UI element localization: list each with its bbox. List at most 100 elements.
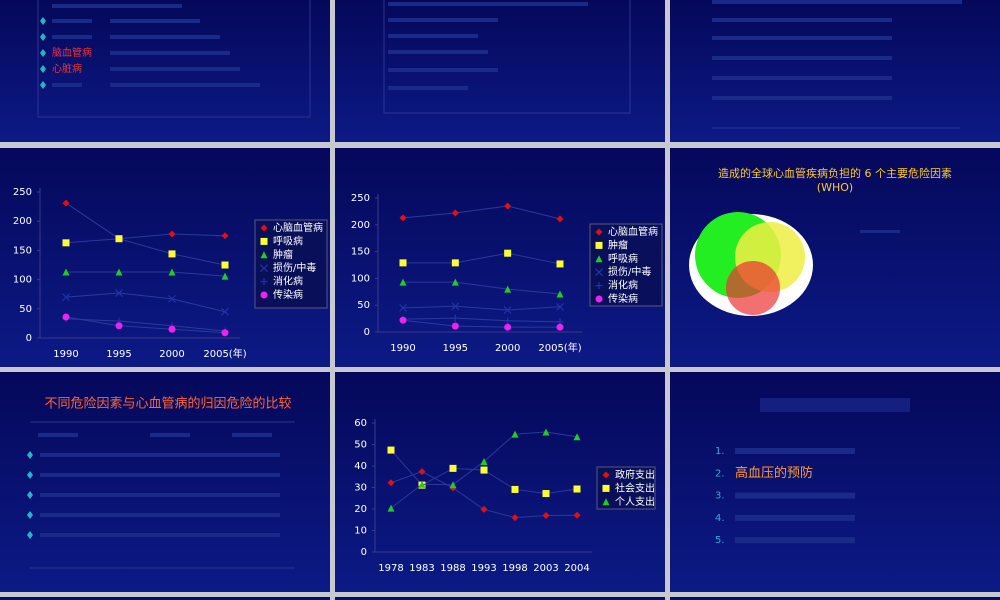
diagram-circle: [726, 261, 780, 315]
series-line: [66, 271, 226, 277]
y-tick-label: 50: [357, 300, 370, 311]
marker: [595, 282, 603, 290]
marker: [62, 199, 70, 207]
marker: [260, 278, 268, 286]
slide-tile: [0, 597, 330, 600]
legend-label: 传染病: [273, 288, 303, 301]
y-tick-label: 100: [13, 275, 32, 286]
y-tick-label: 40: [354, 461, 367, 472]
marker: [221, 261, 229, 269]
faint-text: [52, 4, 260, 87]
legend-label: 肿瘤: [608, 238, 628, 251]
y-tick-label: 20: [354, 504, 367, 515]
marker: [542, 490, 550, 498]
legend-label: 消化病: [608, 279, 638, 292]
y-tick-label: 50: [19, 304, 32, 315]
marker: [480, 505, 488, 513]
legend-label: 政府支出: [615, 468, 655, 481]
marker: [221, 307, 229, 316]
marker: [542, 428, 550, 436]
legend-label: 个人支出: [615, 495, 655, 508]
marker: [115, 289, 123, 297]
x-tick-label: 2000: [495, 343, 520, 354]
outline-item: 高血压的预防: [735, 465, 813, 481]
text-frame: [37, 0, 311, 118]
marker: [504, 323, 512, 331]
legend-label: 消化病: [273, 275, 303, 288]
marker: [260, 251, 268, 259]
y-tick-label: 250: [13, 187, 32, 198]
marker: [556, 290, 564, 298]
x-tick-label: 1978: [378, 563, 403, 574]
marker: [399, 214, 407, 222]
marker: [595, 255, 603, 263]
marker: [418, 480, 426, 488]
text-frame: [383, 0, 631, 114]
series-line: [402, 305, 561, 311]
outline-number: 4.: [715, 513, 725, 524]
x-tick-label: 2003: [533, 563, 558, 574]
faint-text: [735, 448, 855, 454]
faint-table: [712, 0, 962, 100]
marker: [556, 260, 564, 268]
y-tick-label: 0: [26, 333, 32, 344]
marker: [602, 471, 610, 479]
y-tick-label: 60: [354, 418, 367, 429]
marker: [221, 232, 229, 240]
legend-label: 社会支出: [615, 481, 655, 494]
marker: [451, 302, 460, 311]
marker: [260, 237, 268, 245]
marker: [573, 511, 581, 519]
marker: [573, 433, 581, 441]
marker: [221, 329, 229, 337]
legend-box: [589, 223, 663, 307]
marker: [504, 249, 512, 257]
y-tick-label: 150: [13, 245, 32, 256]
legend-label: 损伤/中毒: [608, 265, 651, 278]
slide-tile: [670, 0, 1000, 142]
y-tick-label: 150: [351, 247, 370, 258]
marker: [451, 278, 459, 286]
marker: [449, 481, 457, 489]
x-tick-label: 2000: [159, 349, 184, 360]
marker: [168, 268, 176, 276]
marker: [387, 446, 395, 454]
series-line: [402, 319, 560, 328]
y-tick-label: 0: [364, 327, 370, 338]
slide-title: 不同危险因素与心血管病的归因危险的比较: [44, 396, 291, 412]
x-tick-label: 1988: [440, 563, 465, 574]
y-tick-label: 10: [354, 526, 367, 537]
marker: [387, 479, 395, 487]
y-tick-label: 250: [351, 193, 370, 204]
slide-tile: [335, 597, 665, 600]
x-tick-label: 2005(年): [538, 341, 581, 354]
marker: [399, 259, 407, 267]
marker: [115, 268, 123, 276]
y-tick-label: 200: [351, 220, 370, 231]
slide-title: (WHO): [817, 181, 853, 194]
marker: [556, 302, 564, 311]
x-tick-label: 1990: [53, 349, 78, 360]
marker: [451, 209, 459, 217]
x-tick-label: 1995: [443, 343, 468, 354]
y-tick-label: 200: [13, 216, 32, 227]
marker: [602, 498, 610, 506]
x-tick-label: 1983: [409, 563, 434, 574]
bullets: [40, 17, 46, 89]
series-line: [65, 292, 226, 313]
slide-tile: [670, 597, 1000, 600]
outline-number: 2.: [715, 468, 725, 479]
series-line: [65, 238, 226, 266]
x-tick-label: 1995: [106, 349, 131, 360]
marker: [595, 268, 603, 277]
marker: [260, 224, 268, 232]
marker: [480, 457, 488, 465]
series-line: [403, 252, 561, 265]
legend-label: 损伤/中毒: [273, 261, 316, 274]
marker: [602, 484, 610, 492]
slide-tile: [0, 372, 330, 592]
marker: [387, 504, 395, 512]
marker: [511, 485, 519, 493]
outline-number: 3.: [715, 491, 725, 502]
